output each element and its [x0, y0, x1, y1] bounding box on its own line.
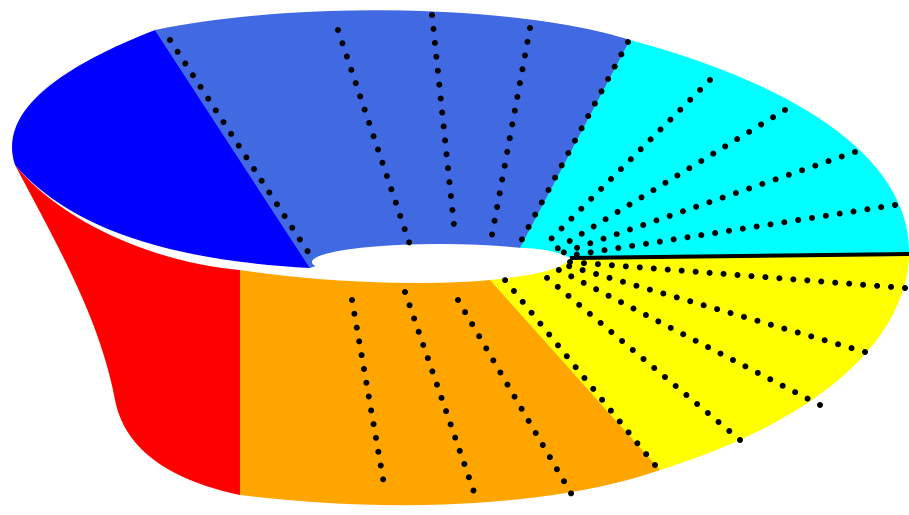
- cyan-face: [520, 40, 909, 258]
- yellow-face: [490, 252, 909, 470]
- ruling: [455, 297, 575, 498]
- ruling: [559, 149, 858, 256]
- center-hole: [312, 244, 568, 280]
- royalblue-face: [155, 10, 630, 269]
- ruling: [567, 259, 908, 291]
- ruling: [517, 39, 631, 246]
- ruling: [562, 262, 868, 355]
- ruling: [429, 12, 458, 238]
- ruling: [542, 77, 713, 248]
- ruling: [502, 277, 658, 468]
- ruling: [349, 297, 388, 493]
- ruling: [335, 27, 413, 248]
- seam-line: [569, 252, 909, 260]
- ruling: [537, 269, 743, 443]
- blue-face: [11, 30, 310, 268]
- ruling: [167, 37, 313, 258]
- dotted-rulings: [167, 12, 908, 498]
- orange-face: [240, 270, 660, 506]
- ruling: [552, 107, 788, 253]
- red-face: [15, 165, 240, 495]
- ruling: [564, 202, 898, 259]
